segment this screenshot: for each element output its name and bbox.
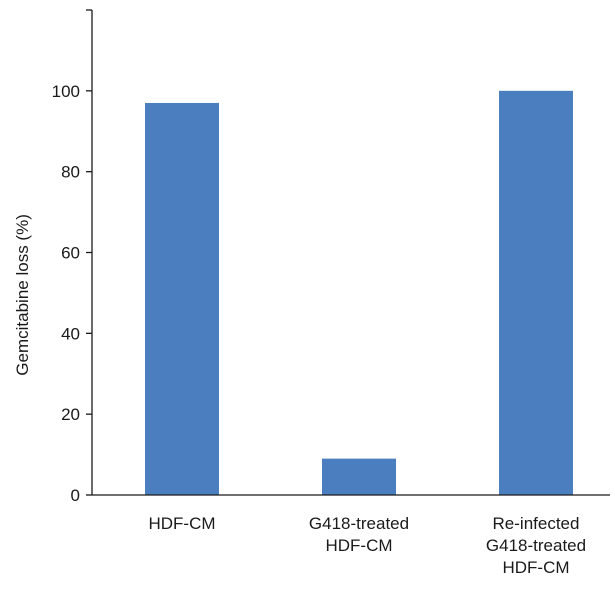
bar-1 bbox=[145, 102, 219, 495]
y-tick-label: 100 bbox=[52, 82, 80, 101]
bar-3 bbox=[499, 90, 573, 495]
bar-2 bbox=[322, 458, 396, 495]
y-tick-label: 80 bbox=[61, 163, 80, 182]
y-axis-label: Gemcitabine loss (%) bbox=[13, 214, 32, 376]
y-tick-labels: 0 20 40 60 80 100 bbox=[52, 82, 80, 505]
y-tick-label: 0 bbox=[71, 486, 80, 505]
x-category-label-2: G418-treated HDF-CM bbox=[309, 514, 409, 555]
x-category-label-3: Re-infected G418-treated HDF-CM bbox=[486, 514, 586, 577]
y-tick-label: 20 bbox=[61, 405, 80, 424]
x-category-label-1: HDF-CM bbox=[148, 514, 215, 533]
axes-group bbox=[86, 9, 610, 496]
y-tick-label: 40 bbox=[61, 324, 80, 343]
y-tick-label: 60 bbox=[61, 244, 80, 263]
x-tick-labels: HDF-CM G418-treated HDF-CM Re-infected G418-… bbox=[148, 514, 586, 577]
bars-group bbox=[145, 90, 573, 495]
